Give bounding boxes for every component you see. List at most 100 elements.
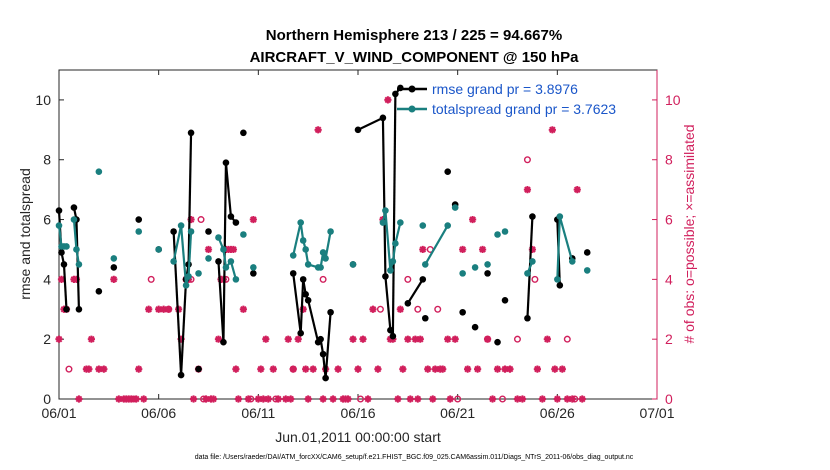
y-axis-left: 0 2 4 6 8 10 <box>35 92 64 407</box>
rmse-segment <box>391 93 397 337</box>
obs-assimilated-point <box>384 96 392 104</box>
totalspread-point <box>70 216 78 223</box>
obs-assimilated-point <box>55 335 63 343</box>
rmse-point <box>289 270 297 277</box>
rmse-point <box>302 291 309 298</box>
obs-possible-point <box>513 335 521 343</box>
obs-assimilated-point <box>329 395 337 403</box>
obs-assimilated-point <box>287 395 295 403</box>
obs-assimilated-point <box>334 365 342 373</box>
y-tick-left-label: 6 <box>43 212 51 228</box>
obs-assimilated-point <box>431 365 439 373</box>
obs-assimilated-point <box>160 305 168 313</box>
obs-assimilated-point <box>518 395 527 403</box>
totalspread-point <box>110 255 118 262</box>
rmse-point <box>55 207 63 214</box>
obs-assimilated-point <box>57 275 66 283</box>
rmse-point <box>304 297 312 304</box>
obs-assimilated-point <box>145 305 153 313</box>
rmse-point <box>170 228 177 235</box>
obs-assimilated-point <box>202 395 210 403</box>
obs-assimilated-point <box>95 365 103 373</box>
obs-assimilated-point <box>404 335 412 343</box>
obs-assimilated-point <box>416 335 424 343</box>
totalspread-point <box>349 261 357 268</box>
obs-possible-point <box>414 305 422 313</box>
obs-assimilated-point <box>411 335 419 343</box>
y-tick-left-label: 2 <box>43 331 51 347</box>
x-tick-label: 06/11 <box>241 405 275 421</box>
obs-assimilated-point <box>314 126 322 134</box>
totalspread-point <box>568 258 576 265</box>
rmse-point <box>205 228 212 235</box>
obs-assimilated-point <box>394 395 402 403</box>
obs-possible-point <box>65 365 73 373</box>
obs-assimilated-point <box>439 365 447 373</box>
obs-assimilated-point <box>294 335 302 343</box>
line-series <box>55 84 591 382</box>
obs-assimilated-point <box>548 126 556 134</box>
rmse-segment <box>62 264 68 310</box>
obs-assimilated-point <box>189 395 198 403</box>
rmse-point <box>327 308 334 316</box>
rmse-point <box>419 276 427 283</box>
obs-assimilated-point <box>419 245 427 254</box>
rmse-segment <box>307 300 320 343</box>
totalspread-point <box>317 264 324 271</box>
totalspread-point <box>177 222 185 229</box>
obs-assimilated-point <box>232 365 240 373</box>
obs-assimilated-point <box>543 335 551 343</box>
obs-possible-point <box>523 156 531 164</box>
y-tick-left-label: 8 <box>43 152 51 168</box>
y-axis-left-label: rmse and totalspread <box>17 168 33 300</box>
obs-assimilated-point <box>578 395 586 403</box>
obs-assimilated-point <box>446 395 454 403</box>
totalspread-point <box>205 255 212 262</box>
obs-assimilated-point <box>289 365 297 373</box>
obs-assimilated-point <box>364 395 372 403</box>
totalspread-point <box>182 282 190 289</box>
obs-count-series <box>55 96 586 403</box>
totalspread-point <box>227 258 235 265</box>
totalspread-point <box>155 246 162 253</box>
obs-assimilated-point <box>573 186 581 194</box>
rmse-segment <box>224 162 233 217</box>
totalspread-segment <box>324 231 332 259</box>
totalspread-point <box>451 204 459 211</box>
rmse-point <box>556 282 564 289</box>
rmse-segment <box>187 132 193 265</box>
obs-assimilated-point <box>229 245 238 254</box>
obs-assimilated-point <box>533 365 541 373</box>
totalspread-point <box>75 261 83 268</box>
obs-assimilated-point <box>165 305 173 313</box>
rmse-point <box>389 332 397 340</box>
rmse-point <box>240 129 247 137</box>
totalspread-point <box>397 219 404 226</box>
rmse-point <box>222 159 230 167</box>
totalspread-segment <box>394 222 402 244</box>
totalspread-point <box>524 270 531 277</box>
obs-assimilated-point <box>299 305 307 313</box>
totalspread-point <box>501 228 509 235</box>
legend-rmse-marker <box>408 85 416 93</box>
totalspread-point <box>556 213 564 220</box>
totalspread-segment <box>72 219 78 250</box>
totalspread-point <box>459 270 466 277</box>
obs-assimilated-point <box>478 245 487 254</box>
obs-assimilated-point <box>528 245 537 254</box>
rmse-point <box>227 213 235 220</box>
obs-assimilated-point <box>513 395 522 403</box>
obs-assimilated-point <box>302 365 310 373</box>
obs-assimilated-point <box>464 365 472 373</box>
obs-assimilated-point <box>414 395 422 403</box>
obs-assimilated-point <box>209 395 218 403</box>
rmse-point <box>421 314 429 322</box>
obs-assimilated-point <box>506 365 514 373</box>
totalspread-point <box>471 264 479 271</box>
obs-possible-point <box>404 275 412 283</box>
totalspread-point <box>73 246 80 253</box>
obs-assimilated-point <box>501 365 509 373</box>
obs-assimilated-point <box>563 395 571 403</box>
y-tick-left-label: 0 <box>43 391 51 407</box>
